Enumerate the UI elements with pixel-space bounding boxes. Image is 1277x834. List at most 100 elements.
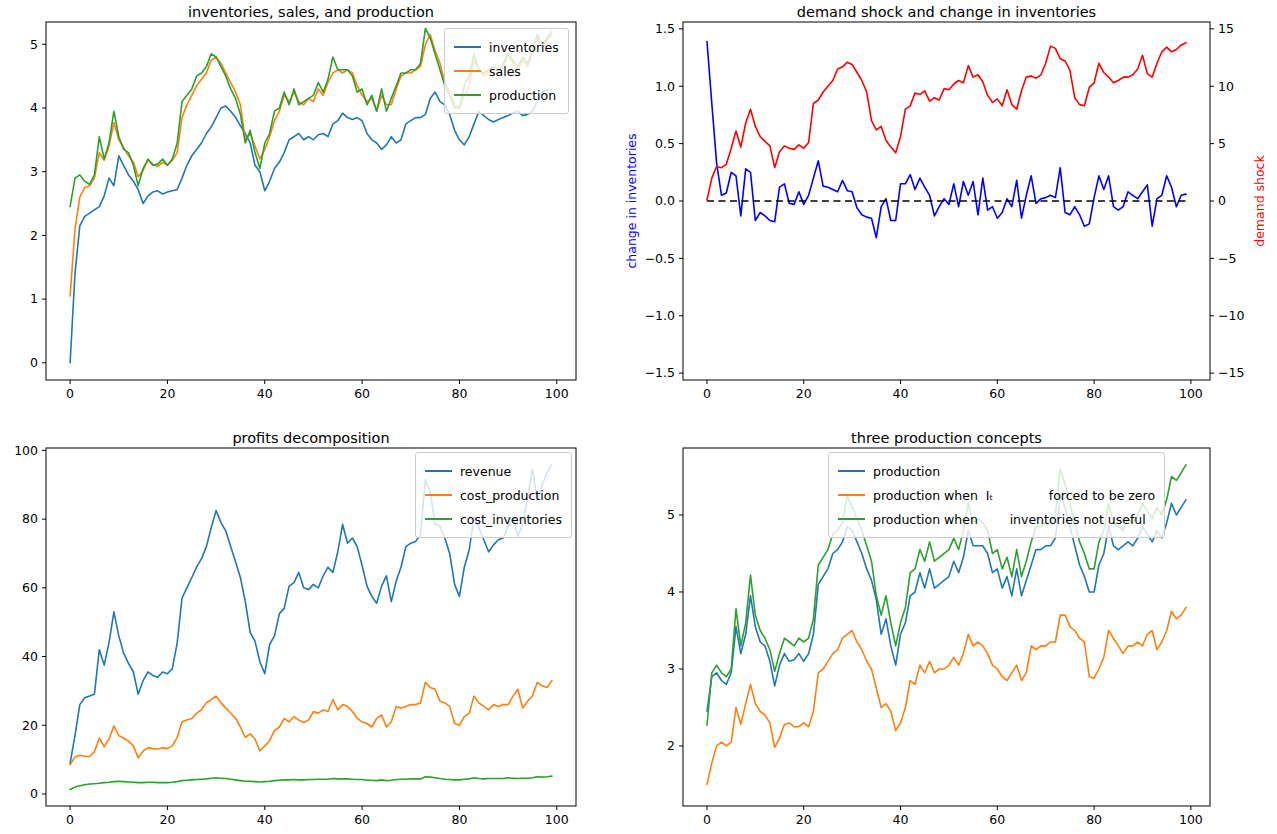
svg-text:5: 5 <box>667 507 675 522</box>
svg-text:20: 20 <box>22 718 38 733</box>
svg-text:5: 5 <box>1218 136 1226 151</box>
svg-text:60: 60 <box>22 580 38 595</box>
svg-text:20: 20 <box>796 812 812 827</box>
svg-text:5: 5 <box>30 37 38 52</box>
series-line-production-when-it-forced-to-be-zero <box>707 607 1186 784</box>
svg-text:100: 100 <box>545 812 569 827</box>
legend-entry-revenue: revenue <box>425 459 562 483</box>
legend-label: cost_inventories <box>460 512 562 527</box>
chart-title-three-production-concepts: three production concepts <box>683 429 1210 447</box>
svg-text:2: 2 <box>30 228 38 243</box>
legend-line-swatch <box>838 494 865 496</box>
svg-text:0: 0 <box>30 355 38 370</box>
svg-text:100: 100 <box>14 443 38 458</box>
y-axis-label-change-in-inventories: change in inventories <box>624 133 639 268</box>
x-axis-profits-decomposition: 020406080100 <box>66 806 569 827</box>
svg-text:0: 0 <box>703 386 711 401</box>
svg-text:3: 3 <box>30 164 38 179</box>
svg-text:100: 100 <box>1179 812 1203 827</box>
svg-text:80: 80 <box>1086 386 1102 401</box>
legend-label: sales <box>489 64 521 79</box>
svg-text:100: 100 <box>1179 386 1203 401</box>
svg-text:4: 4 <box>667 584 675 599</box>
series-line-cost-inventories <box>70 776 552 789</box>
legend-line-swatch <box>838 518 865 520</box>
svg-text:1.5: 1.5 <box>655 21 675 36</box>
legend-label: production when Iₜ forced to be zero <box>873 488 1155 503</box>
legend-line-swatch <box>425 470 452 472</box>
legend-line-swatch <box>425 494 452 496</box>
chart-title-demand-shock-and-change-in-inventories: demand shock and change in inventories <box>683 3 1210 21</box>
svg-text:40: 40 <box>893 386 909 401</box>
series-line-change-in-inventories <box>707 42 1186 238</box>
legend-entry-sales: sales <box>454 59 559 83</box>
svg-text:0: 0 <box>30 786 38 801</box>
svg-text:40: 40 <box>22 649 38 664</box>
svg-text:0: 0 <box>1218 193 1226 208</box>
svg-text:10: 10 <box>1218 79 1234 94</box>
svg-text:20: 20 <box>796 386 812 401</box>
legend-line-swatch <box>454 70 481 72</box>
y-axis-three-production-concepts: 2 3 4 5 <box>667 507 683 753</box>
svg-text:20: 20 <box>159 386 175 401</box>
legend-line-swatch <box>838 470 865 472</box>
legend-entry-inventories: inventories <box>454 35 559 59</box>
svg-text:1: 1 <box>30 291 38 306</box>
svg-text:80: 80 <box>22 511 38 526</box>
svg-text:2: 2 <box>667 738 675 753</box>
y-axis-inventories-sales-production: 0 1 2 3 4 5 <box>30 37 46 371</box>
y2-axis-demand-shock-and-change-in-inventories: −15−10−5051015 <box>1210 21 1244 380</box>
legend-three-production-concepts: production production when Iₜ forced to b… <box>828 452 1165 538</box>
svg-text:0: 0 <box>66 812 74 827</box>
legend-entry-cost-production: cost_production <box>425 483 562 507</box>
charts-canvas: 020406080100012345020406080100−1.5−1.0−0… <box>0 0 1277 834</box>
series-line-inventories <box>70 89 552 363</box>
legend-entry-production-when-invento: production when inventories not useful <box>838 507 1155 531</box>
svg-text:80: 80 <box>451 812 467 827</box>
x-axis-demand-shock-and-change-in-inventories: 0 20 40 60 80 100 <box>703 380 1203 401</box>
svg-text:−5: −5 <box>1218 251 1236 266</box>
y-axis-demand-shock-and-change-in-inventories: −1.5 −1.0 −0.5 0.0 0.5 1.0 1.5 <box>645 21 683 380</box>
svg-text:60: 60 <box>989 386 1005 401</box>
x-axis-inventories-sales-production: 020406080100 <box>66 380 569 401</box>
x-axis-three-production-concepts: 020406080100 <box>703 806 1203 827</box>
series-line-demand-shock <box>707 43 1186 200</box>
svg-text:60: 60 <box>354 386 370 401</box>
legend-entry-cost-inventories: cost_inventories <box>425 507 562 531</box>
svg-text:3: 3 <box>667 661 675 676</box>
svg-text:40: 40 <box>257 812 273 827</box>
svg-text:−1.5: −1.5 <box>645 365 675 380</box>
chart-title-profits-decomposition: profits decomposition <box>46 429 576 447</box>
legend-label: inventories <box>489 40 559 55</box>
figure: 020406080100012345020406080100−1.5−1.0−0… <box>0 0 1277 834</box>
legend-entry-production-when-i: production when Iₜ forced to be zero <box>838 483 1155 507</box>
svg-text:0.0: 0.0 <box>655 193 675 208</box>
legend-entry-production: production <box>454 83 559 107</box>
svg-text:−10: −10 <box>1218 308 1244 323</box>
legend-entry-production: production <box>838 459 1155 483</box>
svg-text:−0.5: −0.5 <box>645 251 675 266</box>
y-axis-label-demand-shock: demand shock <box>1252 155 1267 247</box>
svg-text:80: 80 <box>451 386 467 401</box>
legend-inventories-sales-production: inventories sales production <box>444 28 569 114</box>
svg-text:0: 0 <box>703 812 711 827</box>
svg-text:20: 20 <box>159 812 175 827</box>
legend-line-swatch <box>454 46 481 48</box>
svg-text:−1.0: −1.0 <box>645 308 675 323</box>
legend-label: production when inventories not useful <box>873 512 1146 527</box>
legend-label: revenue <box>460 464 511 479</box>
svg-text:15: 15 <box>1218 21 1234 36</box>
legend-label: cost_production <box>460 488 559 503</box>
legend-label: production <box>873 464 940 479</box>
svg-text:100: 100 <box>545 386 569 401</box>
svg-text:0.5: 0.5 <box>655 136 675 151</box>
svg-text:60: 60 <box>989 812 1005 827</box>
svg-text:4: 4 <box>30 100 38 115</box>
svg-text:1.0: 1.0 <box>655 79 675 94</box>
chart-title-inventories-sales-production: inventories, sales, and production <box>46 3 576 21</box>
svg-text:80: 80 <box>1086 812 1102 827</box>
legend-label: production <box>489 88 556 103</box>
legend-profits-decomposition: revenue cost_production cost_inventories <box>415 452 572 538</box>
legend-line-swatch <box>454 94 481 96</box>
legend-line-swatch <box>425 518 452 520</box>
